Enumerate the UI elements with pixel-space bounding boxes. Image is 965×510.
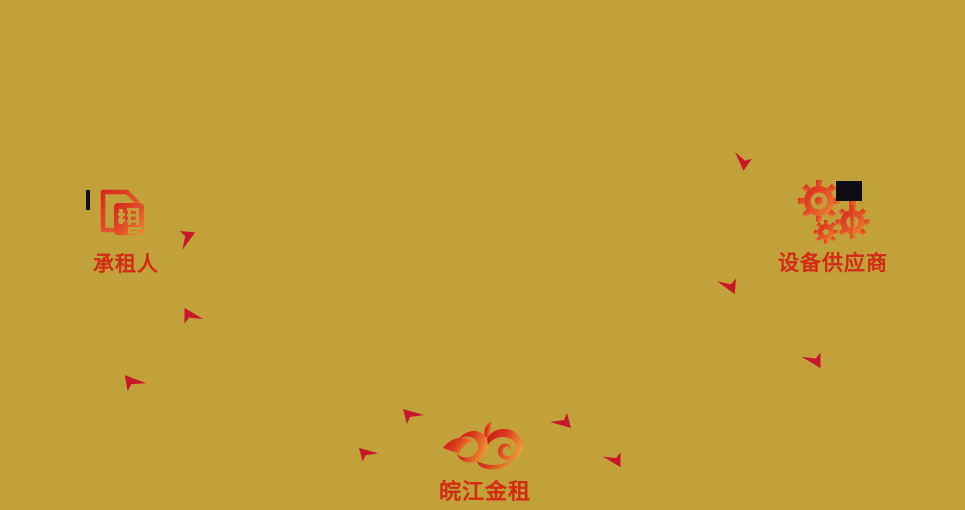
node-brand-logo[interactable]: 皖江金租 (430, 421, 540, 504)
node-lessee[interactable]: 承租人 (86, 189, 160, 275)
node-supplier[interactable]: 设备供应商 (776, 180, 890, 274)
node-lessee-label: 承租人 (86, 190, 159, 275)
lease-document-icon (98, 189, 154, 247)
wanjiang-ribbon-logo (441, 421, 529, 471)
node-supplier-label: 设备供应商 (778, 181, 888, 274)
node-brand-label: 皖江金租 (438, 480, 531, 505)
text-selection-highlight (836, 181, 862, 201)
text-caret (86, 190, 90, 210)
